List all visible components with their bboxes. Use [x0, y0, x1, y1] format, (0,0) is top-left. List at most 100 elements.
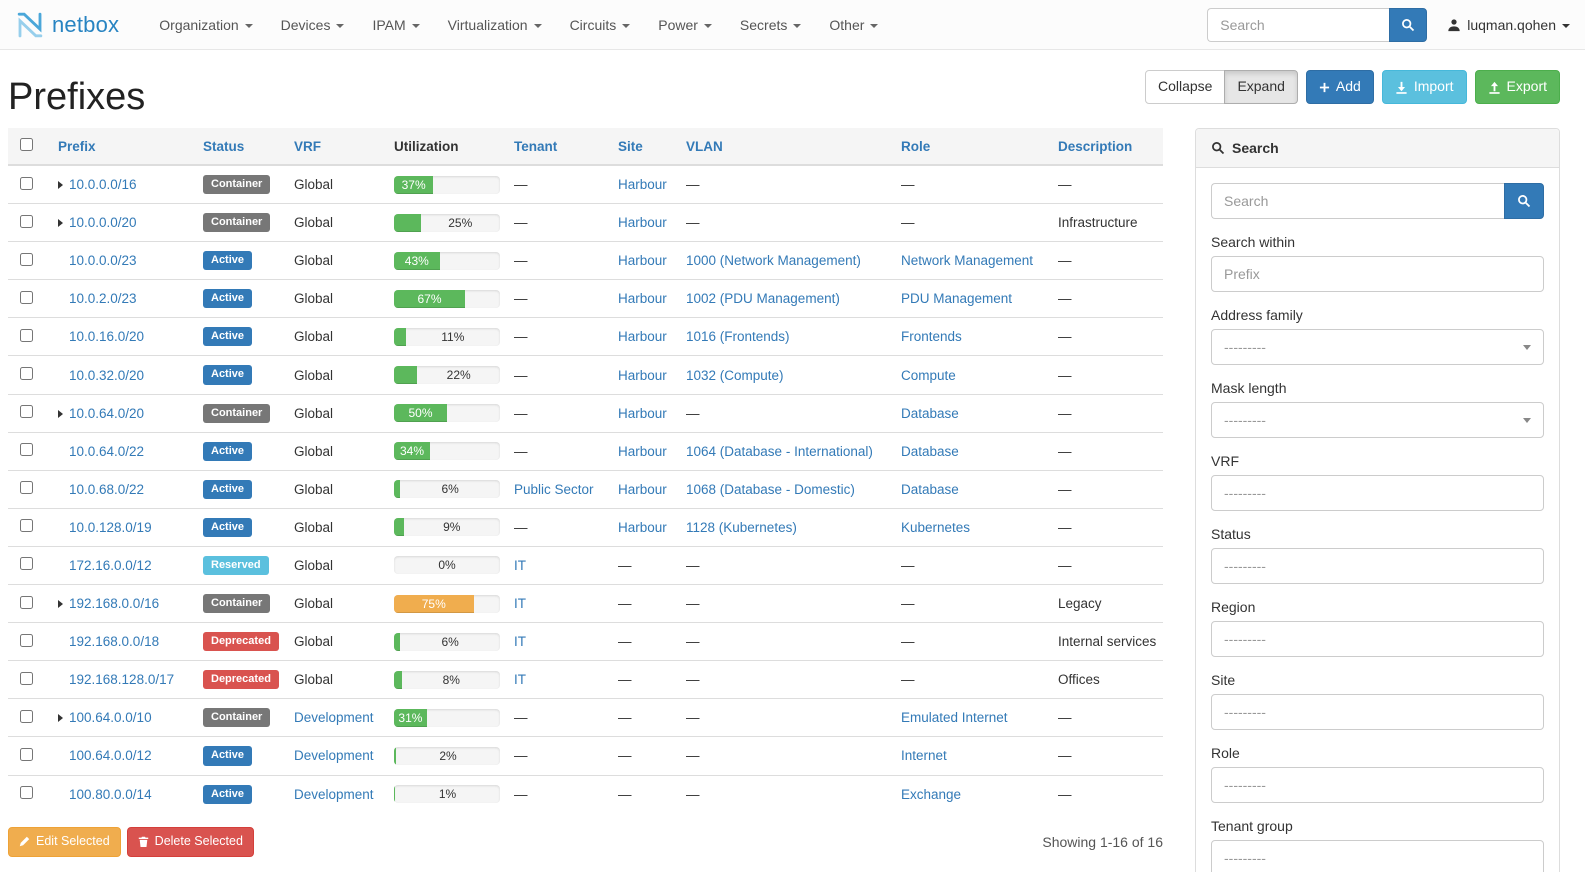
filter-input-search-within[interactable]	[1211, 256, 1544, 292]
prefix-link[interactable]: 100.64.0.0/12	[69, 748, 152, 764]
nav-menu-other[interactable]: Other	[815, 7, 892, 43]
prefix-link[interactable]: 10.0.0.0/20	[69, 215, 137, 231]
site-link[interactable]: Harbour	[618, 443, 667, 459]
prefix-link[interactable]: 10.0.64.0/22	[69, 443, 145, 459]
row-checkbox[interactable]	[20, 290, 33, 304]
row-checkbox[interactable]	[20, 595, 33, 609]
prefix-link[interactable]: 192.168.0.0/16	[69, 596, 160, 612]
sidebar-search-input[interactable]	[1211, 183, 1504, 219]
vlan-link[interactable]: 1068 (Database - Domestic)	[686, 481, 855, 497]
filter-input-role[interactable]	[1211, 767, 1544, 803]
prefix-link[interactable]: 172.16.0.0/12	[69, 557, 152, 573]
nav-menu-ipam[interactable]: IPAM	[358, 7, 433, 43]
filter-input-tenant-group[interactable]	[1211, 840, 1544, 872]
filter-input-vrf[interactable]	[1211, 475, 1544, 511]
import-button[interactable]: Import	[1381, 70, 1467, 104]
role-link[interactable]: Internet	[901, 748, 947, 764]
row-checkbox[interactable]	[20, 328, 33, 342]
nav-menu-devices[interactable]: Devices	[267, 7, 359, 43]
role-link[interactable]: Database	[901, 443, 959, 459]
vrf-link[interactable]: Development	[294, 710, 374, 726]
nav-menu-secrets[interactable]: Secrets	[726, 7, 815, 43]
site-link[interactable]: Harbour	[618, 291, 667, 307]
delete-selected-button[interactable]: Delete Selected	[126, 826, 254, 857]
column-header-vlan[interactable]: VLAN	[686, 138, 723, 154]
prefix-link[interactable]: 10.0.16.0/20	[69, 329, 145, 345]
expand-caret-icon[interactable]	[58, 409, 63, 418]
vlan-link[interactable]: 1064 (Database - International)	[686, 443, 873, 459]
role-link[interactable]: Frontends	[901, 329, 962, 345]
prefix-link[interactable]: 192.168.128.0/17	[69, 672, 175, 688]
vlan-link[interactable]: 1016 (Frontends)	[686, 329, 790, 345]
tenant-link[interactable]: Public Sector	[514, 481, 594, 497]
prefix-link[interactable]: 10.0.128.0/19	[69, 519, 152, 535]
tenant-link[interactable]: IT	[514, 557, 526, 573]
select-all-checkbox[interactable]	[20, 138, 33, 151]
row-checkbox[interactable]	[20, 176, 33, 190]
role-link[interactable]: Database	[901, 405, 959, 421]
filter-select-address-family[interactable]: ---------	[1211, 329, 1544, 365]
site-link[interactable]: Harbour	[618, 405, 667, 421]
column-header-description[interactable]: Description	[1058, 138, 1133, 154]
prefix-link[interactable]: 100.64.0.0/10	[69, 710, 152, 726]
prefix-link[interactable]: 10.0.0.0/23	[69, 253, 137, 269]
row-checkbox[interactable]	[20, 709, 33, 723]
nav-menu-power[interactable]: Power	[644, 7, 726, 43]
expand-caret-icon[interactable]	[58, 181, 63, 190]
column-header-prefix[interactable]: Prefix	[58, 138, 96, 154]
site-link[interactable]: Harbour	[618, 177, 667, 193]
row-checkbox[interactable]	[20, 405, 33, 419]
row-checkbox[interactable]	[20, 747, 33, 761]
tenant-link[interactable]: IT	[514, 634, 526, 650]
edit-selected-button[interactable]: Edit Selected	[8, 826, 121, 857]
prefix-link[interactable]: 192.168.0.0/18	[69, 634, 160, 650]
row-checkbox[interactable]	[20, 671, 33, 685]
row-checkbox[interactable]	[20, 786, 33, 800]
tenant-link[interactable]: IT	[514, 596, 526, 612]
role-link[interactable]: Network Management	[901, 253, 1034, 269]
role-link[interactable]: PDU Management	[901, 291, 1013, 307]
site-link[interactable]: Harbour	[618, 215, 667, 231]
row-checkbox[interactable]	[20, 557, 33, 571]
expand-button[interactable]: Expand	[1224, 70, 1298, 104]
nav-menu-circuits[interactable]: Circuits	[556, 7, 645, 43]
nav-menu-organization[interactable]: Organization	[145, 7, 266, 43]
add-button[interactable]: Add	[1305, 70, 1374, 104]
vlan-link[interactable]: 1002 (PDU Management)	[686, 291, 840, 307]
role-link[interactable]: Database	[901, 481, 959, 497]
expand-caret-icon[interactable]	[58, 714, 63, 723]
filter-input-status[interactable]	[1211, 548, 1544, 584]
user-menu[interactable]: luqman.qohen	[1447, 17, 1570, 33]
column-header-site[interactable]: Site	[618, 138, 643, 154]
vlan-link[interactable]: 1032 (Compute)	[686, 367, 784, 383]
row-checkbox[interactable]	[20, 519, 33, 533]
filter-select-mask-length[interactable]: ---------	[1211, 402, 1544, 438]
vrf-link[interactable]: Development	[294, 786, 374, 802]
navbar-search-input[interactable]	[1207, 7, 1390, 42]
row-checkbox[interactable]	[20, 443, 33, 457]
prefix-link[interactable]: 10.0.68.0/22	[69, 481, 145, 497]
column-header-vrf[interactable]: VRF	[294, 138, 321, 154]
role-link[interactable]: Compute	[901, 367, 956, 383]
vrf-link[interactable]: Development	[294, 748, 374, 764]
expand-caret-icon[interactable]	[58, 600, 63, 609]
navbar-search-button[interactable]	[1389, 7, 1428, 42]
row-checkbox[interactable]	[20, 252, 33, 266]
row-checkbox[interactable]	[20, 214, 33, 228]
column-header-role[interactable]: Role	[901, 138, 931, 154]
collapse-button[interactable]: Collapse	[1144, 70, 1226, 104]
role-link[interactable]: Emulated Internet	[901, 710, 1008, 726]
prefix-link[interactable]: 10.0.0.0/16	[69, 177, 137, 193]
filter-input-region[interactable]	[1211, 621, 1544, 657]
expand-caret-icon[interactable]	[58, 219, 63, 228]
site-link[interactable]: Harbour	[618, 329, 667, 345]
sidebar-search-button[interactable]	[1504, 183, 1544, 219]
site-link[interactable]: Harbour	[618, 367, 667, 383]
brand-logo[interactable]: netbox	[15, 10, 119, 40]
prefix-link[interactable]: 100.80.0.0/14	[69, 786, 152, 802]
prefix-link[interactable]: 10.0.64.0/20	[69, 405, 145, 421]
row-checkbox[interactable]	[20, 481, 33, 495]
site-link[interactable]: Harbour	[618, 253, 667, 269]
tenant-link[interactable]: IT	[514, 672, 526, 688]
export-button[interactable]: Export	[1474, 70, 1560, 104]
